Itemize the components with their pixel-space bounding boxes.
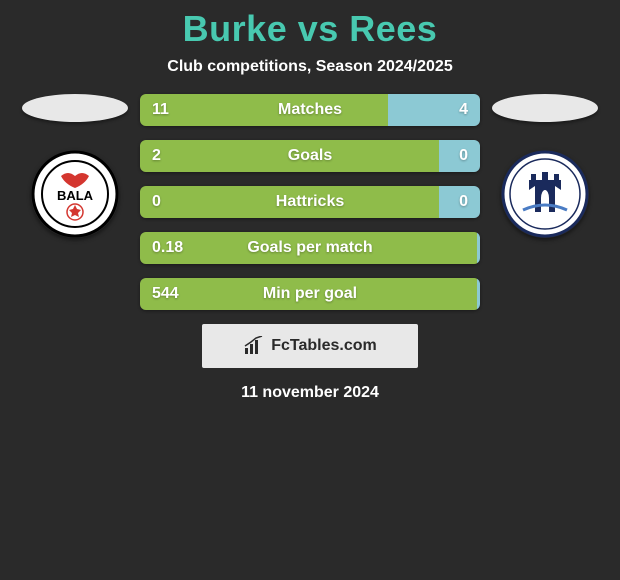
stat-label: Goals per match bbox=[247, 239, 372, 257]
stat-row: 544 Min per goal bbox=[140, 278, 480, 310]
stat-value-right: 0 bbox=[459, 147, 468, 165]
stat-row: 0.18 Goals per match bbox=[140, 232, 480, 264]
stat-bar-right bbox=[477, 278, 480, 310]
stat-value-left: 544 bbox=[152, 285, 179, 303]
stat-label: Matches bbox=[278, 101, 342, 119]
stat-value-left: 0.18 bbox=[152, 239, 183, 257]
stat-value-left: 0 bbox=[152, 193, 161, 211]
watermark-text: FcTables.com bbox=[271, 337, 377, 355]
stat-label: Hattricks bbox=[276, 193, 344, 211]
watermark-badge: FcTables.com bbox=[202, 324, 418, 368]
main-layout: BALA 11 4 Matches 2 0 Goals 0 0 Hattricks 0.18 Goa… bbox=[0, 94, 620, 310]
comparison-card: Burke vs Rees Club competitions, Season … bbox=[0, 0, 620, 402]
stat-bar-left bbox=[140, 94, 388, 126]
stat-row: 0 0 Hattricks bbox=[140, 186, 480, 218]
haverfordwest-crest-icon bbox=[501, 150, 589, 238]
right-player-marker bbox=[492, 94, 598, 122]
stat-label: Min per goal bbox=[263, 285, 357, 303]
stat-row: 2 0 Goals bbox=[140, 140, 480, 172]
stat-row: 11 4 Matches bbox=[140, 94, 480, 126]
stat-value-right: 4 bbox=[459, 101, 468, 119]
stat-value-right: 0 bbox=[459, 193, 468, 211]
stat-label: Goals bbox=[288, 147, 332, 165]
date-text: 11 november 2024 bbox=[0, 384, 620, 402]
stat-value-left: 11 bbox=[152, 101, 169, 119]
stat-bar-right bbox=[477, 232, 480, 264]
left-player-marker bbox=[22, 94, 128, 122]
right-team-crest bbox=[501, 150, 589, 238]
left-team-crest: BALA bbox=[31, 150, 119, 238]
bala-crest-icon: BALA bbox=[31, 150, 119, 238]
right-player-column bbox=[490, 94, 600, 238]
page-title: Burke vs Rees bbox=[0, 8, 620, 50]
stat-value-left: 2 bbox=[152, 147, 161, 165]
chart-icon bbox=[243, 336, 265, 356]
svg-text:BALA: BALA bbox=[57, 188, 94, 203]
stats-column: 11 4 Matches 2 0 Goals 0 0 Hattricks 0.18 Goals pe… bbox=[140, 94, 480, 310]
left-player-column: BALA bbox=[20, 94, 130, 238]
subtitle: Club competitions, Season 2024/2025 bbox=[0, 58, 620, 76]
